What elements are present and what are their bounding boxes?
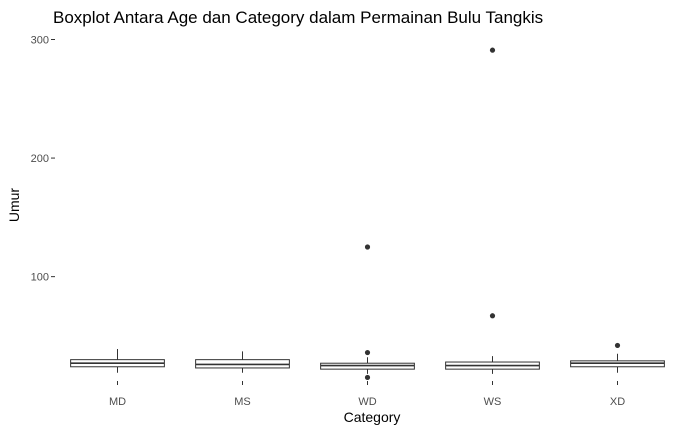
y-tick-label: 300 [31, 34, 49, 46]
box-md [70, 348, 165, 373]
x-axis-title: Category [344, 409, 401, 425]
x-tick-label: WS [484, 396, 502, 408]
x-axis: MD MS WD WS XD [109, 381, 625, 408]
outlier-point [489, 313, 496, 319]
x-tick-label: XD [610, 396, 625, 408]
outlier-point [364, 244, 371, 250]
outlier-point [489, 47, 496, 53]
y-tick-label: 200 [31, 153, 49, 165]
plot-area [70, 47, 665, 381]
outlier-point [364, 374, 371, 381]
y-axis-title: Umur [6, 188, 22, 223]
x-tick-label: MS [234, 396, 251, 408]
box-wd [320, 244, 415, 381]
y-axis: 100 200 300 [31, 34, 55, 284]
x-tick-label: MD [109, 396, 126, 408]
chart-title: Boxplot Antara Age dan Category dalam Pe… [53, 8, 543, 27]
x-tick-label: WD [358, 396, 376, 408]
outlier-point [364, 349, 371, 356]
box-ws [445, 47, 540, 374]
box-xd [570, 342, 665, 373]
y-tick-label: 100 [31, 272, 49, 284]
box-ms [195, 351, 290, 373]
outlier-point [614, 342, 621, 349]
